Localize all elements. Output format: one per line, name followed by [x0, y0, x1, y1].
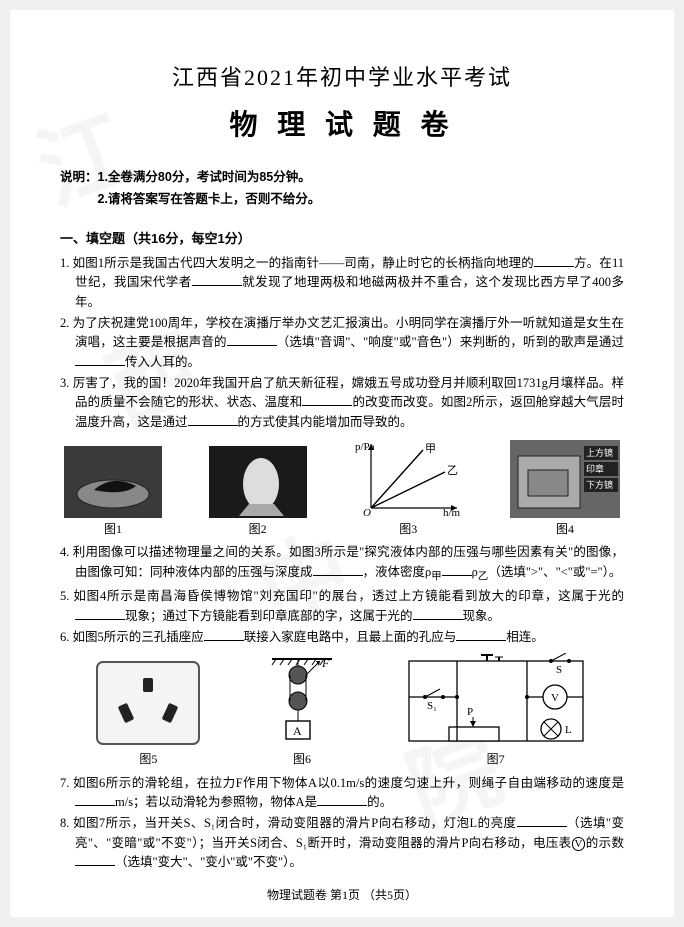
- fill-blank: [192, 274, 242, 287]
- figure-5: 图5: [93, 658, 203, 769]
- q-text: 5. 如图4所示是南昌海昏侯博物馆"刘充国印"的展台，透过上方镜能看到放大的印章…: [60, 589, 624, 603]
- q-text: 1. 如图1所示是我国古代四大发明之一的指南针——司南，静止时它的长柄指向地理的: [60, 256, 534, 270]
- fill-blank: [188, 413, 238, 426]
- pressure-depth-chart: p/Pa h/m O 甲 乙: [353, 438, 463, 518]
- block-label: A: [293, 724, 302, 738]
- question-1: 1. 如图1所示是我国古代四大发明之一的指南针——司南，静止时它的长柄指向地理的…: [60, 254, 624, 312]
- q-text: 联接入家庭电路中，且最上面的孔应与: [244, 630, 457, 644]
- lens-display-image: 上方镜 印章 下方镜: [510, 440, 620, 518]
- figure-label: 图5: [139, 750, 157, 769]
- question-5: 5. 如图4所示是南昌海昏侯博物馆"刘充国印"的展台，透过上方镜能看到放大的印章…: [60, 587, 624, 626]
- q-text: 7. 如图6所示的滑轮组，在拉力F作用下物体A以0.1m/s的速度匀速上升，则绳…: [60, 776, 624, 790]
- switch-s-label: S: [556, 664, 562, 676]
- q-text: 8. 如图7所示，当开关S、S₁闭合时，滑动变阻器的滑片P向右移动，灯泡L的亮度: [60, 816, 517, 830]
- line-jiashi-label: 甲: [425, 443, 436, 455]
- figure-label: 图3: [399, 520, 417, 539]
- figure-label: 图2: [249, 520, 267, 539]
- q-text: （选填"音调"、"响度"或"音色"）来判断的，听到的歌声是通过: [277, 335, 624, 349]
- figure-label: 图4: [556, 520, 574, 539]
- fill-blank: [413, 607, 463, 620]
- q-text: 的。: [367, 795, 392, 809]
- top-lens-label: 上方镜: [586, 447, 613, 458]
- instruction-line: 说明：1.全卷满分80分，考试时间为85分钟。: [60, 166, 624, 189]
- fill-blank: [456, 629, 506, 642]
- fill-blank: [302, 394, 352, 407]
- question-3: 3. 厉害了，我的国！2020年我国开启了航天新征程，嫦娥五号成功登月并顺利取回…: [60, 374, 624, 432]
- q-text: 现象。: [463, 609, 501, 623]
- question-7: 7. 如图6所示的滑轮组，在拉力F作用下物体A以0.1m/s的速度匀速上升，则绳…: [60, 774, 624, 813]
- fill-blank: [534, 254, 574, 267]
- figure-row-2: 图5 F A 图6: [60, 653, 624, 769]
- figure-row-1: 图1 图2: [60, 438, 624, 539]
- question-4: 4. 利用图像可以描述物理量之间的关系。如图3所示是"探究液体内部的压强与哪些因…: [60, 543, 624, 585]
- origin-label: O: [363, 507, 371, 518]
- circuit-image: S S₁ V P: [401, 653, 591, 748]
- figure-label: 图7: [487, 750, 505, 769]
- switch-s1-label: S₁: [427, 700, 437, 712]
- figure-label: 图1: [104, 520, 122, 539]
- question-2: 2. 为了庆祝建党100周年，学校在演播厅举办文艺汇报演出。小明同学在演播厅外一…: [60, 314, 624, 372]
- force-label: F: [321, 656, 330, 670]
- pulley-image: F A: [262, 653, 342, 748]
- q-text: ，液体密度ρ: [363, 565, 432, 579]
- fill-blank: [75, 794, 115, 807]
- page-footer: 物理试题卷 第1页 （共5页）: [10, 886, 674, 905]
- q-text: m/s；若以动滑轮为参照物，物体A是: [115, 795, 317, 809]
- capsule-image: [209, 446, 307, 518]
- instruction-line: 2.请将答案写在答题卡上，否则不给分。: [60, 188, 624, 211]
- q-text: 的示数: [585, 836, 624, 850]
- q-text: 现象；通过下方镜能看到印章底部的字，这属于光的: [125, 609, 413, 623]
- q-text: 传入人耳的。: [125, 355, 200, 369]
- q-text: 6. 如图5所示的三孔插座应: [60, 630, 204, 644]
- lamp-label: L: [565, 724, 572, 736]
- bottom-lens-label: 下方镜: [586, 479, 613, 490]
- x-axis-label: h/m: [443, 507, 461, 518]
- fill-blank: [227, 334, 277, 347]
- compass-image: [64, 446, 162, 518]
- figure-4: 上方镜 印章 下方镜 图4: [510, 440, 620, 539]
- slider-p-label: P: [467, 706, 473, 718]
- figure-label: 图6: [293, 750, 311, 769]
- fill-blank: [75, 607, 125, 620]
- fill-blank: [75, 353, 125, 366]
- line-yi-label: 乙: [447, 464, 458, 477]
- q-text: （选填">"、"<"或"="）。: [488, 565, 621, 579]
- fill-blank: [517, 815, 567, 828]
- fill-blank: [442, 563, 472, 576]
- subject-title: 物 理 试 题 卷: [60, 103, 624, 148]
- figure-7: S S₁ V P: [401, 653, 591, 769]
- figure-2: 图2: [209, 446, 307, 539]
- y-axis-label: p/Pa: [355, 441, 375, 453]
- q-text: 的方式使其内能增加而导致的。: [238, 415, 413, 429]
- instructions: 说明：1.全卷满分80分，考试时间为85分钟。 2.请将答案写在答题卡上，否则不…: [60, 166, 624, 211]
- fill-blank: [204, 629, 244, 642]
- voltmeter-label: V: [551, 692, 559, 704]
- section-heading: 一、填空题（共16分，每空1分）: [60, 229, 624, 250]
- socket-image: [93, 658, 203, 748]
- figure-3: p/Pa h/m O 甲 乙 图3: [353, 438, 463, 539]
- page: 江 西 中 院 江西省2021年初中学业水平考试 物 理 试 题 卷 说明：1.…: [10, 10, 674, 917]
- fill-blank: [317, 794, 367, 807]
- figure-1: 图1: [64, 446, 162, 539]
- q-text: 相连。: [506, 630, 544, 644]
- question-6: 6. 如图5所示的三孔插座应 联接入家庭电路中，且最上面的孔应与 相连。: [60, 628, 624, 647]
- content: 江西省2021年初中学业水平考试 物 理 试 题 卷 说明：1.全卷满分80分，…: [60, 60, 624, 873]
- seal-label: 印章: [586, 463, 604, 474]
- fill-blank: [313, 563, 363, 576]
- figure-6: F A 图6: [262, 653, 342, 769]
- subscript: 甲: [431, 571, 441, 582]
- q-text: （选填"变大"、"变小"或"不变"）。: [115, 855, 302, 869]
- question-8: 8. 如图7所示，当开关S、S₁闭合时，滑动变阻器的滑片P向右移动，灯泡L的亮度…: [60, 814, 624, 872]
- exam-title: 江西省2021年初中学业水平考试: [60, 60, 624, 95]
- subscript: 乙: [478, 571, 488, 582]
- voltmeter-symbol: V: [572, 837, 586, 851]
- fill-blank: [75, 854, 115, 867]
